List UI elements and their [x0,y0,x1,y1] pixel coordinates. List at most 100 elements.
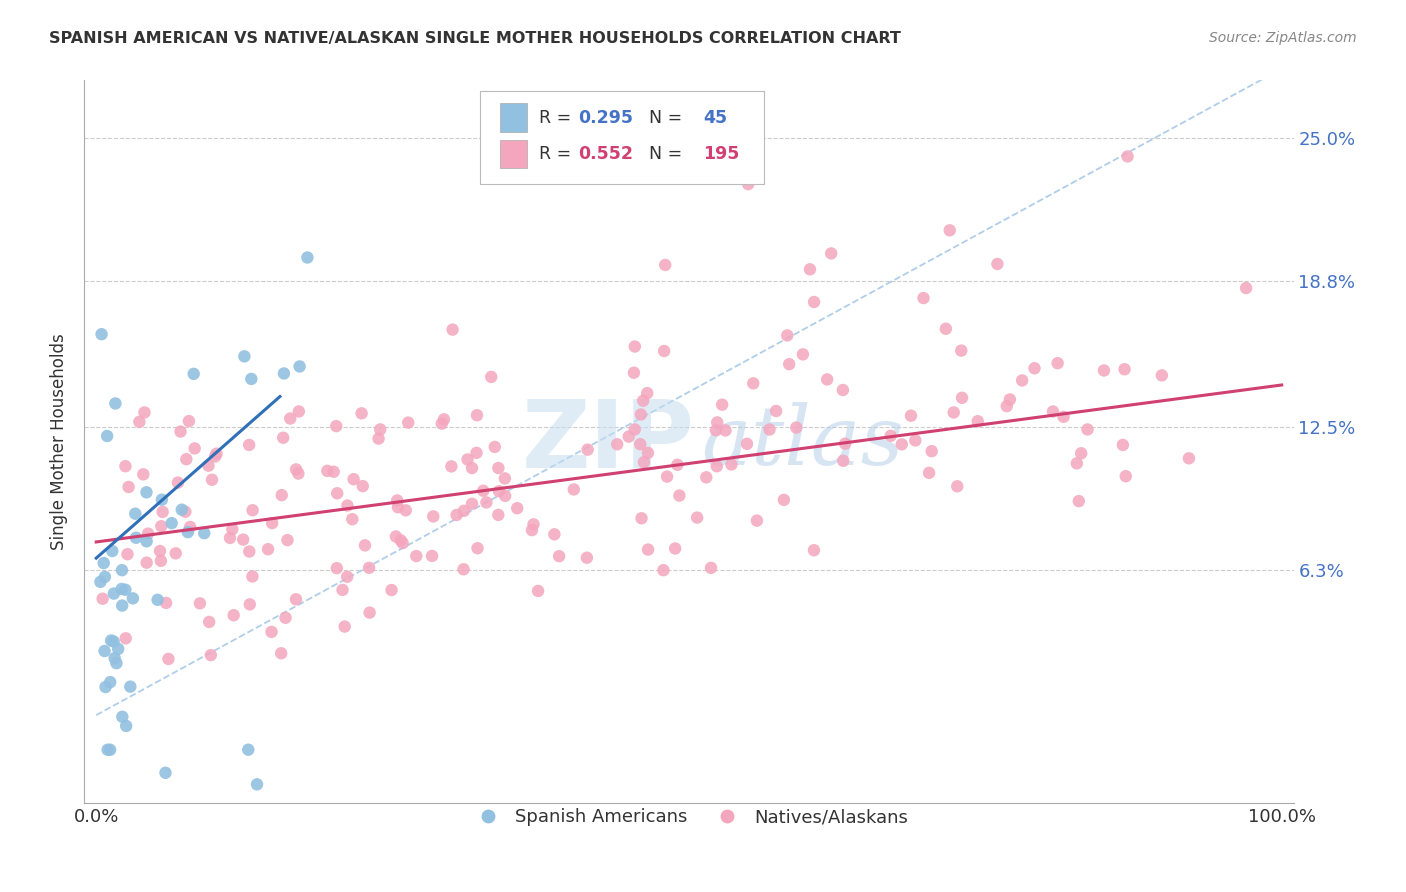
Point [125,531,148,545]
Point [405,549,427,563]
Point [1178,451,1201,466]
Point [332,582,354,597]
Point [170,502,193,516]
Point [107,642,129,657]
Point [792,347,814,361]
Point [494,471,516,485]
Point [623,366,645,380]
Point [745,514,768,528]
Point [1112,438,1135,452]
Point [200,648,222,662]
Point [94,680,117,694]
Point [630,408,652,422]
Point [912,291,935,305]
Point [430,417,453,431]
Point [104,651,127,665]
Point [1046,356,1069,370]
Point [776,328,799,343]
Point [278,411,301,425]
Point [91,591,114,606]
Text: N =: N = [638,109,688,127]
Point [368,422,391,436]
Point [617,429,640,443]
Point [273,367,295,381]
Point [548,549,571,564]
Point [488,484,510,499]
Point [446,508,468,522]
Point [326,486,349,500]
Point [387,500,409,515]
Point [101,544,124,558]
Point [343,472,366,486]
Point [1067,494,1090,508]
Point [150,492,173,507]
Point [395,503,418,517]
Point [385,529,408,543]
Point [950,343,973,358]
Point [380,583,402,598]
Point [422,509,444,524]
Point [221,522,243,536]
Point [461,461,484,475]
Point [636,386,658,401]
Point [179,520,201,534]
Point [441,323,464,337]
Point [357,561,380,575]
Point [103,586,125,600]
Point [654,258,676,272]
Point [149,544,172,558]
Point [94,570,117,584]
Point [666,458,689,472]
Point [686,510,709,524]
Point [562,483,585,497]
Text: R =: R = [538,145,576,163]
Text: Source: ZipAtlas.com: Source: ZipAtlas.com [1209,31,1357,45]
Point [105,656,128,670]
Point [465,446,488,460]
Point [155,596,177,610]
Point [350,406,373,420]
Point [114,459,136,474]
Point [467,541,489,556]
Text: 0.552: 0.552 [578,145,633,163]
Point [150,519,173,533]
Point [197,458,219,473]
Point [285,592,308,607]
Point [706,416,728,430]
Point [950,391,973,405]
Point [285,462,308,476]
Point [233,349,256,363]
Point [1150,368,1173,383]
Point [527,583,550,598]
Point [461,497,484,511]
Point [453,504,475,518]
Point [232,533,254,547]
Point [246,777,269,791]
Point [637,446,659,460]
Point [1114,362,1136,376]
Point [160,516,183,530]
Point [486,508,509,522]
Text: N =: N = [638,145,688,163]
Point [198,615,221,629]
Text: atlas: atlas [702,401,904,482]
Point [238,544,260,558]
Point [98,675,121,690]
Point [832,454,855,468]
Point [652,563,675,577]
Point [117,547,139,561]
Bar [501,103,527,132]
Point [157,652,180,666]
Point [472,483,495,498]
Point [176,452,198,467]
Point [336,499,359,513]
Point [711,398,734,412]
Point [326,561,349,575]
Point [155,765,177,780]
Point [799,262,821,277]
Point [111,582,134,596]
Text: ZIP: ZIP [522,395,695,488]
Point [260,624,283,639]
Point [465,409,488,423]
Point [288,359,311,374]
